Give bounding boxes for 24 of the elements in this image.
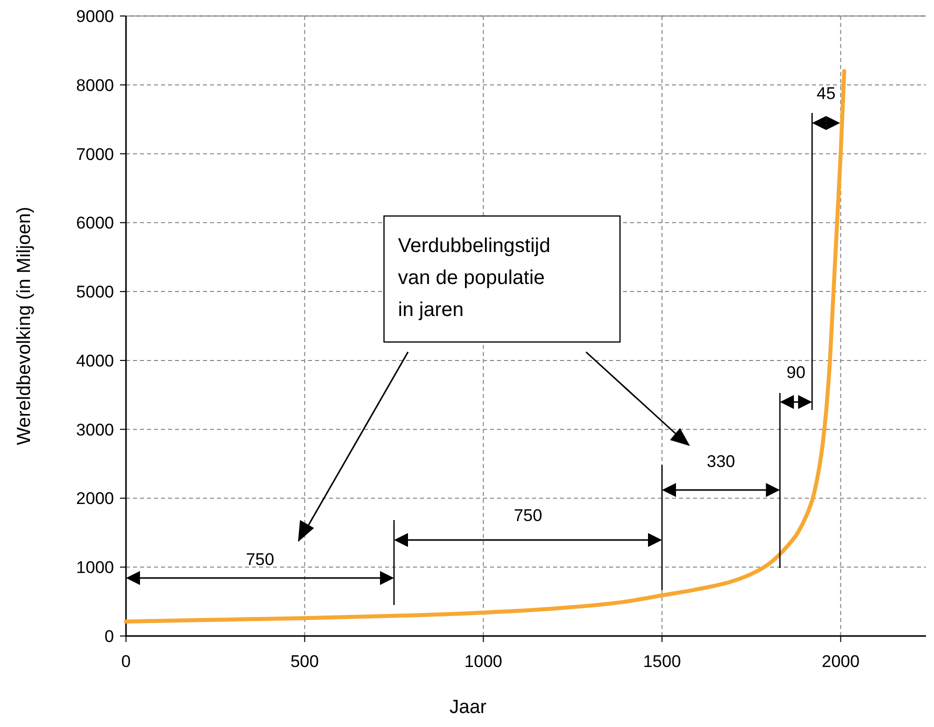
y-tick-label: 5000 [76, 282, 114, 302]
annotation: Verdubbelingstijd van de populatie in jaren [398, 235, 550, 321]
annotation: 330 [706, 452, 736, 471]
annotation: 45 [816, 84, 836, 103]
y-tick-label: 3000 [76, 420, 114, 440]
y-tick-label: 6000 [76, 214, 114, 233]
y-tick-label: 8000 [76, 76, 114, 95]
annotation: 750 [246, 550, 274, 569]
y-tick-label: 2000 [76, 489, 114, 508]
x-tick-label: 500 [290, 652, 319, 671]
annotation: 750 [514, 506, 542, 525]
y-tick-label: 0 [104, 627, 114, 646]
x-tick-label: 0 [121, 652, 131, 671]
y-tick-label: 7000 [76, 144, 114, 164]
x-tick-label: 1000 [464, 652, 502, 671]
y-tick-label: 4000 [76, 351, 114, 370]
x-axis-title: Jaar [450, 697, 488, 718]
line-series [124, 69, 846, 624]
annotation: 90 [786, 363, 806, 382]
x-tick-label: 1500 [643, 652, 681, 671]
y-tick-label: 9000 [76, 7, 114, 26]
y-axis-title: Wereldbevolking (in Miljoen) [14, 206, 35, 446]
y-tick-label: 1000 [76, 558, 114, 578]
x-tick-label: 2000 [822, 652, 860, 671]
